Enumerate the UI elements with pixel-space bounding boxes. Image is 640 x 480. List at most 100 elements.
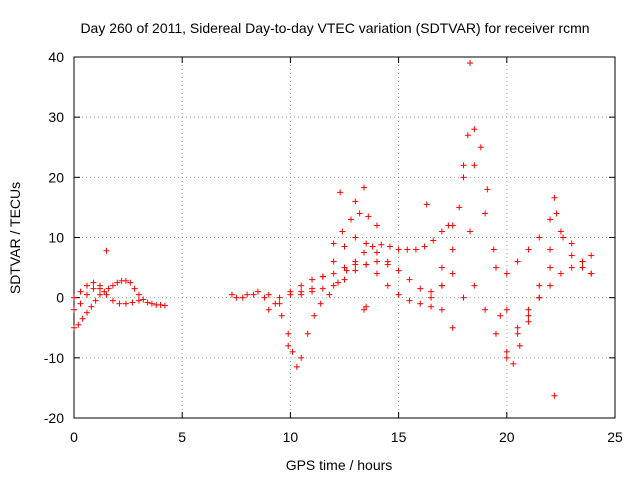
data-point [449,222,456,229]
data-point [309,276,316,283]
data-point [423,201,430,208]
data-point [244,291,251,298]
data-point [77,300,84,307]
data-point [363,303,370,310]
data-point [386,243,393,250]
data-point [547,216,554,223]
data-point [536,282,543,289]
data-point [360,306,367,313]
data-point [250,291,257,298]
data-point [90,285,97,292]
data-point [525,306,532,313]
data-point [319,285,326,292]
data-point [503,354,510,361]
data-point [92,297,99,304]
data-point [395,267,402,274]
data-point [421,243,428,250]
x-tick-label: 5 [178,429,186,445]
data-point [90,279,97,286]
data-point [83,291,90,298]
data-point [289,348,296,355]
data-point [360,184,367,191]
data-point [406,276,413,283]
data-point [254,288,261,295]
data-point [109,282,116,289]
data-point [579,258,586,265]
axis-ticks [73,56,616,419]
data-point [309,285,316,292]
data-point [514,258,521,265]
data-point [525,312,532,319]
data-point [96,282,103,289]
data-point [373,222,380,229]
data-point [568,240,575,247]
data-point [127,279,134,286]
data-point [304,330,311,337]
data-point [335,279,342,286]
data-point [412,246,419,253]
data-point [430,237,437,244]
data-point [148,300,155,307]
data-point [140,296,147,303]
data-point [122,300,129,307]
y-tick-label: 30 [48,109,64,125]
data-point [311,312,318,319]
data-point [378,241,385,248]
y-tick-label: -10 [44,350,64,366]
data-point [83,282,90,289]
data-point [103,247,110,254]
data-point [456,204,463,211]
data-point [404,246,411,253]
data-point [330,240,337,247]
data-point [460,174,467,181]
data-point [373,270,380,277]
y-tick-label: 40 [48,49,64,65]
data-point [330,282,337,289]
data-point [460,294,467,301]
data-point [428,303,435,310]
data-point [568,252,575,259]
data-point [79,315,86,322]
data-point [276,294,283,301]
data-point [373,249,380,256]
data-point [265,306,272,313]
data-point [449,324,456,331]
y-tick-label: 10 [48,230,64,246]
data-point [497,312,504,319]
data-point [467,60,474,67]
data-point [319,273,326,280]
data-point [503,306,510,313]
data-point [293,363,300,370]
data-point [373,258,380,265]
data-point [477,144,484,151]
data-point [490,246,497,253]
data-point [352,234,359,241]
data-point [233,294,240,301]
data-point [71,306,77,313]
data-point [330,258,337,265]
data-point [114,279,121,286]
data-point [369,243,376,250]
data-point [557,270,564,277]
data-point [484,186,491,193]
data-point [239,294,246,301]
data-point [103,291,110,298]
data-point [560,234,567,241]
data-point [492,330,499,337]
data-point [536,294,543,301]
x-tick-label: 10 [283,429,299,445]
data-point [579,264,586,271]
data-point [347,216,354,223]
data-point [157,301,164,308]
data-point [285,330,292,337]
data-point [438,264,445,271]
data-point [514,330,521,337]
data-point [77,288,84,295]
data-point [287,288,294,295]
data-point [417,300,424,307]
data-point [482,210,489,217]
x-axis-label: GPS time / hours [286,457,393,473]
plot-frame [73,56,616,419]
data-point [356,210,363,217]
